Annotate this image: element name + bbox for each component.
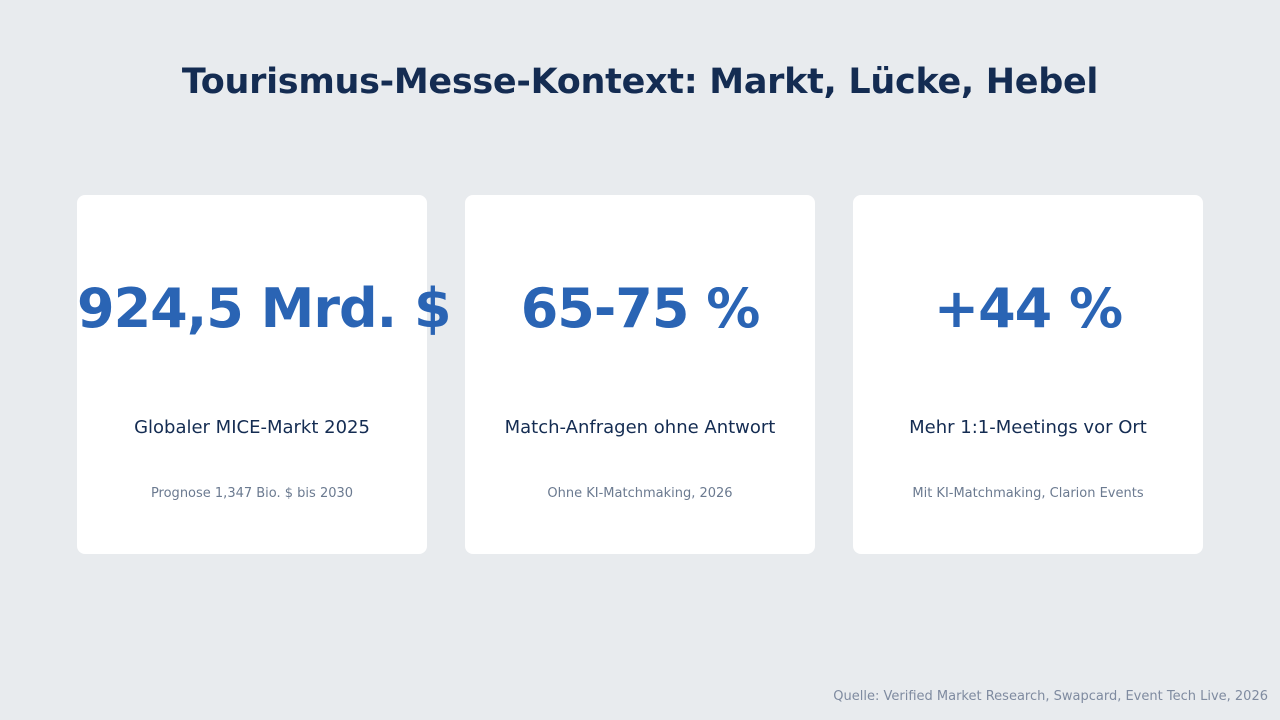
stat-note: Mit KI-Matchmaking, Clarion Events <box>912 486 1144 501</box>
slide-title: Tourismus-Messe-Kontext: Markt, Lücke, H… <box>181 62 1099 102</box>
stat-card-lever: +44 % Mehr 1:1-Meetings vor Ort Mit KI-M… <box>853 195 1203 554</box>
source-footnote: Quelle: Verified Market Research, Swapca… <box>833 689 1268 704</box>
stat-card-gap: 65-75 % Match-Anfragen ohne Antwort Ohne… <box>465 195 815 554</box>
stat-value: +44 % <box>933 277 1123 340</box>
stat-label: Globaler MICE-Markt 2025 <box>134 417 370 438</box>
stat-note: Prognose 1,347 Bio. $ bis 2030 <box>150 486 354 501</box>
stat-card-market: 924,5 Mrd. $ Globaler MICE-Markt 2025 Pr… <box>77 195 452 554</box>
stat-label: Mehr 1:1-Meetings vor Ort <box>909 417 1147 438</box>
stat-note: Ohne KI-Matchmaking, 2026 <box>547 486 733 501</box>
stat-value: 924,5 Mrd. $ <box>77 277 452 340</box>
stat-label: Match-Anfragen ohne Antwort <box>504 417 776 438</box>
stat-value: 65-75 % <box>520 277 761 340</box>
